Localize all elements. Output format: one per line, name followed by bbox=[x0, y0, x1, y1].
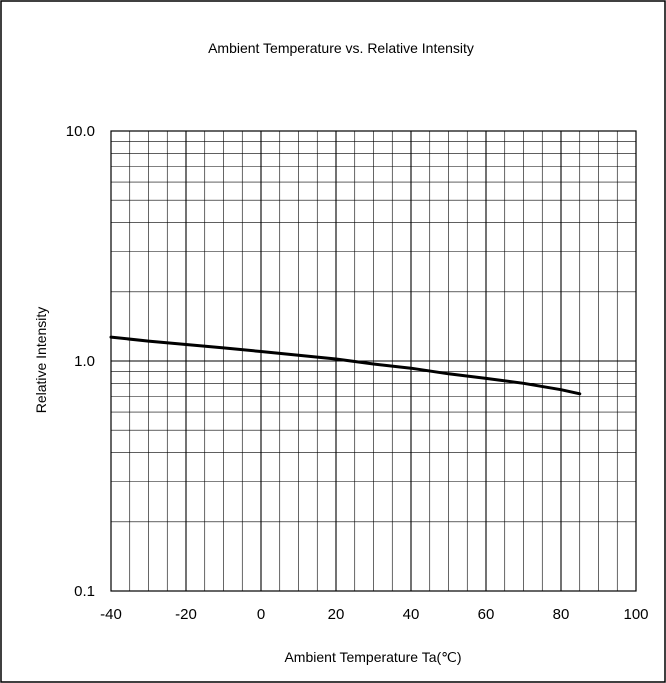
y-tick-label: 0.1 bbox=[74, 583, 95, 600]
y-tick-labels: 0.1 1.0 10.0 bbox=[66, 123, 95, 600]
x-tick-label: 80 bbox=[553, 606, 570, 623]
x-tick-label: -40 bbox=[100, 606, 122, 623]
y-axis-label: Relative Intensity bbox=[33, 307, 49, 414]
x-axis-label: Ambient Temperature Ta(℃) bbox=[284, 649, 461, 665]
series-layer bbox=[109, 335, 582, 396]
x-tick-label: 60 bbox=[478, 606, 495, 623]
y-tick-label: 1.0 bbox=[74, 353, 95, 370]
x-tick-label: 100 bbox=[623, 606, 648, 623]
y-tick-label: 10.0 bbox=[66, 123, 95, 140]
x-tick-label: -20 bbox=[175, 606, 197, 623]
x-tick-label: 20 bbox=[328, 606, 345, 623]
series-line bbox=[109, 335, 582, 396]
plot-area bbox=[110, 130, 637, 592]
chart-title: Ambient Temperature vs. Relative Intensi… bbox=[208, 40, 474, 56]
x-tick-label: 40 bbox=[403, 606, 420, 623]
x-tick-label: 0 bbox=[257, 606, 265, 623]
x-tick-labels: -40 -20 0 20 40 60 80 100 bbox=[100, 606, 648, 623]
grid-major bbox=[111, 131, 636, 591]
